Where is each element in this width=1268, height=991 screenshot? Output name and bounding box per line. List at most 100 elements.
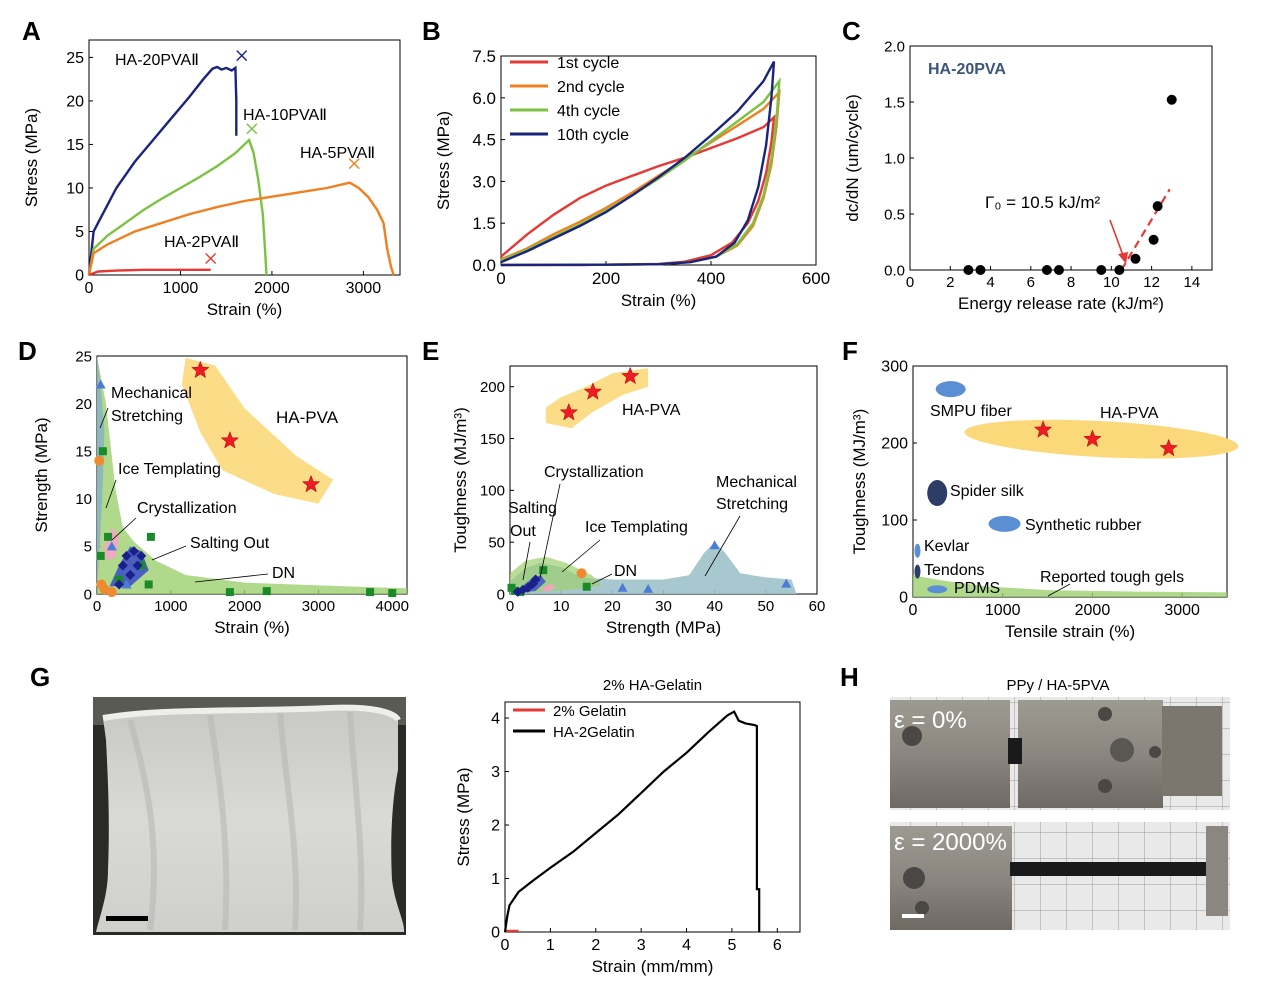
ha-pva-star (220, 430, 240, 449)
y-tick-label: 1 (491, 871, 500, 888)
label-dn: DN (272, 565, 295, 582)
label-stretching: Stretching (111, 408, 183, 425)
mech-region (97, 356, 105, 585)
dn-point (146, 532, 155, 541)
mech-point (617, 582, 628, 592)
smpu-marker (935, 381, 966, 398)
panel-letter-c: C (842, 16, 861, 46)
dn-point (96, 551, 105, 560)
dn-point (366, 588, 375, 597)
ice-point (106, 587, 117, 598)
x-tick-label: 0 (506, 598, 514, 615)
x-tick-label: 1000 (985, 602, 1021, 619)
y-tick-label: 0 (497, 586, 505, 603)
label-rubber: Synthetic rubber (1025, 517, 1142, 534)
arrow-line (1109, 219, 1125, 259)
dn-point (144, 580, 153, 589)
x-tick-label: 3000 (1164, 602, 1200, 619)
plot-frame (909, 45, 1213, 271)
y-tick-label: 10 (75, 491, 92, 508)
chart-g: 0 1 2 3 4 5 6 0 1 2 3 4 Strain (mm/mm) Stress (MPa) 2%… (454, 677, 801, 976)
fit-line (1120, 188, 1171, 271)
y-tick-label: 2 (491, 818, 500, 835)
y-tick-label: 100 (881, 513, 908, 530)
chart-a: 0 1000 2000 3000 0 5 10 15 20 25 Strain (%) Stress … (22, 39, 401, 319)
x-axis-label: Strain (mm/mm) (592, 957, 714, 976)
x-tick-label: 12 (1143, 274, 1160, 291)
fracture-marker (205, 252, 217, 264)
panel-letter-b: B (422, 16, 441, 46)
x-tick-label: 0 (496, 269, 505, 288)
x-tick-label: 1 (546, 937, 555, 954)
data-point (1148, 234, 1159, 245)
pdms-marker (927, 585, 948, 594)
label-leaders (522, 483, 741, 585)
data-point (1053, 265, 1064, 275)
series-label: HA-2PVAⅡ (164, 234, 239, 251)
data-point (1114, 265, 1125, 275)
y-tick-label: 4 (491, 711, 500, 728)
x-tick-label: 2 (946, 274, 954, 291)
label-dn: DN (614, 563, 637, 580)
ha-pva-star (559, 402, 579, 421)
label-tendons: Tendons (924, 562, 985, 579)
x-tick-label: 50 (757, 598, 774, 615)
label-smpu: SMPU fiber (930, 403, 1012, 420)
mech-point (106, 541, 117, 551)
x-tick-label: 4 (986, 274, 994, 291)
kevlar-marker (914, 543, 921, 558)
label-tough-gels: Reported tough gels (1040, 569, 1184, 586)
chart-e: 0 10 20 30 40 50 60 0 50 100 150 200 Strength (MPa) T… (451, 365, 825, 637)
x-tick-label: 3000 (346, 280, 382, 297)
x-axis-label: Tensile strain (%) (1005, 622, 1135, 641)
y-tick-label: 7.5 (472, 47, 496, 66)
y-tick-label: 0 (84, 586, 92, 603)
y-axis-label: Stress (MPa) (22, 108, 41, 207)
panel-letter-g: G (30, 662, 50, 692)
crystallization-region (540, 583, 556, 592)
y-tick-label: 300 (881, 359, 908, 376)
x-tick-label: 4 (682, 937, 691, 954)
salting-point (128, 546, 139, 557)
y-tick-label: 100 (480, 483, 505, 500)
y-axis-label: Strength (MPa) (32, 417, 51, 532)
gamma-annotation: Γ₀ = 10.5 kJ/m² (985, 193, 1100, 212)
y-tick-label: 25 (75, 348, 92, 365)
label-crystallization: Crystallization (544, 464, 644, 481)
y-tick-label: 6.0 (472, 89, 496, 108)
panel-letter-h: H (840, 662, 859, 692)
chart-c: 0 2 4 6 8 10 12 14 0.0 0.5 1.0 1.5 2.0 Energy release… (843, 38, 1213, 313)
y-axis-label: Stress (MPa) (454, 767, 473, 866)
salting-point (136, 550, 147, 561)
chart-f: 0 1000 2000 3000 0 100 200 300 Tensile strain (%… (850, 359, 1239, 641)
x-tick-label: 30 (655, 598, 672, 615)
x-tick-label: 2 (591, 937, 600, 954)
x-tick-label: 3000 (302, 598, 335, 615)
y-tick-label: 200 (881, 436, 908, 453)
data-point (1166, 94, 1177, 105)
x-tick-label: 10 (1103, 274, 1120, 291)
y-tick-label: 1.5 (472, 214, 496, 233)
label-out: Out (510, 523, 536, 540)
label-ice: Ice Templating (585, 519, 688, 536)
data-point (1130, 253, 1141, 264)
series-label: HA-20PVAⅡ (115, 52, 199, 69)
mech-point (781, 578, 792, 588)
photo-stretch-2000 (890, 822, 1230, 930)
panel-letter-d: D (18, 336, 37, 366)
salting-point (530, 574, 541, 585)
fracture-marker (246, 123, 258, 135)
y-tick-label: 0 (75, 268, 84, 285)
ha-pva-star (301, 474, 321, 493)
x-tick-label: 0 (93, 598, 101, 615)
x-tick-label: 6 (1027, 274, 1035, 291)
y-axis-label: Stress (MPa) (434, 111, 453, 210)
x-tick-label: 2000 (228, 598, 261, 615)
chart-title: 2% HA-Gelatin (603, 677, 702, 694)
y-tick-label: 15 (66, 137, 84, 154)
x-tick-label: 10 (553, 598, 570, 615)
series-label: HA-10PVAⅡ (243, 107, 327, 124)
x-axis-label: Strength (MPa) (606, 618, 721, 637)
panel-letter-f: F (842, 336, 858, 366)
data-point (1096, 265, 1107, 275)
